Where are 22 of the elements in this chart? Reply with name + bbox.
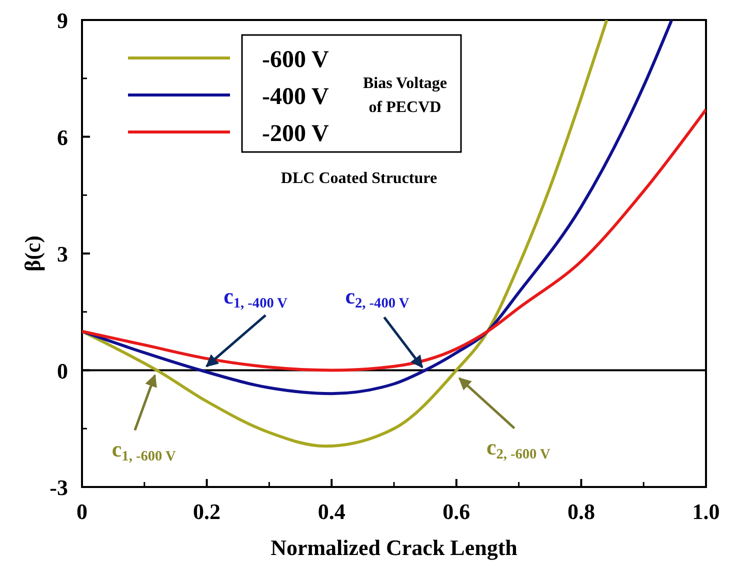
legend-title: Bias Voltage of PECVD [362,75,448,116]
y-axis-title: β(c) [20,235,45,272]
x-tick-label: 0.8 [567,499,595,524]
y-tick-label: 3 [57,242,68,266]
x-tick-label: 1.0 [692,499,720,524]
legend-label: -200 V [262,121,330,147]
legend-label: -600 V [262,47,330,73]
legend-label: -400 V [262,84,330,110]
annotation: c$_{1, -400 V}$ [224,283,288,311]
x-tick-label: 0 [76,499,88,524]
annotation: c$_{2, -600 V}$ [486,434,552,462]
annotation: DLC Coated Structure [280,170,438,187]
x-tick-label: 0.6 [442,499,470,524]
x-tick-label: 0.2 [193,499,221,524]
x-tick-label: 0.4 [318,499,346,524]
y-tick-label: 0 [57,358,68,384]
x-axis-title: Normalized Crack Length [270,535,518,560]
y-tick-label: -3 [50,475,68,500]
annotation: c$_{2, -400 V}$ [345,283,410,311]
annotation: c$_{1, -600 V}$ [112,436,177,464]
y-tick-label: 9 [57,8,68,33]
y-tick-label: 6 [57,124,68,150]
